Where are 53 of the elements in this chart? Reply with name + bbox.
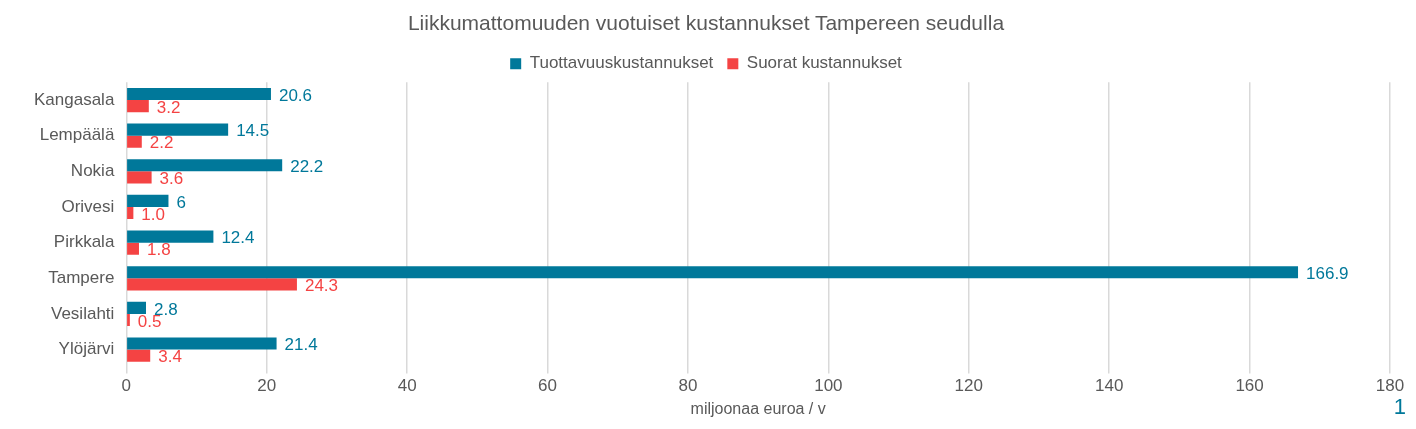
bar bbox=[127, 266, 1299, 279]
bar bbox=[127, 100, 149, 113]
data-label: 3.6 bbox=[159, 169, 184, 189]
bar bbox=[127, 206, 134, 220]
y-tick-label: Kangasala bbox=[34, 89, 115, 109]
x-tick-label: 20 bbox=[257, 376, 277, 396]
data-label: 1.8 bbox=[146, 240, 171, 260]
bar bbox=[127, 230, 214, 243]
bar bbox=[127, 337, 277, 350]
data-label: 24.3 bbox=[304, 276, 339, 296]
bar bbox=[127, 171, 152, 184]
legend-label: Suorat kustannukset bbox=[746, 53, 903, 73]
data-label: 3.4 bbox=[158, 347, 182, 367]
data-label: 3.2 bbox=[156, 97, 181, 117]
bar bbox=[127, 123, 229, 136]
y-tick-label: Pirkkala bbox=[53, 232, 115, 252]
x-tick-label: 100 bbox=[814, 376, 843, 396]
y-tick-label: Nokia bbox=[70, 161, 115, 181]
data-label: 22.2 bbox=[290, 156, 324, 176]
bar bbox=[127, 87, 271, 101]
text: 1 bbox=[1393, 394, 1406, 420]
chart-title: Liikkumattomuuden vuotuiset kustannukset Tampereen seudulla bbox=[407, 11, 1005, 35]
y-tick-label: Orivesi bbox=[61, 196, 115, 216]
data-label: 20.6 bbox=[278, 85, 313, 105]
x-tick-label: 0 bbox=[121, 376, 132, 396]
data-label: 1.0 bbox=[141, 204, 165, 224]
x-axis-title: miljoonaa euroa / v bbox=[690, 399, 826, 417]
legend-label: Tuottavuuskustannukset bbox=[529, 53, 714, 73]
x-tick-label: 160 bbox=[1235, 376, 1264, 396]
y-tick-label: Lempäälä bbox=[39, 125, 115, 145]
y-tick-label: Ylöjärvi bbox=[58, 339, 115, 359]
x-tick-label: 60 bbox=[538, 376, 558, 396]
data-label: 12.4 bbox=[221, 228, 255, 248]
x-tick-label: 180 bbox=[1375, 376, 1405, 396]
bar bbox=[127, 301, 146, 314]
bar bbox=[127, 349, 151, 362]
data-label: 6 bbox=[176, 192, 186, 212]
bar bbox=[127, 135, 142, 148]
x-tick-label: 140 bbox=[1095, 376, 1124, 396]
data-label: 2.2 bbox=[149, 133, 174, 153]
bar bbox=[127, 194, 169, 207]
data-label: 166.9 bbox=[1306, 263, 1349, 283]
x-tick-label: 40 bbox=[397, 376, 417, 396]
x-tick-label: 80 bbox=[678, 376, 698, 396]
data-label: 14.5 bbox=[236, 121, 270, 141]
bar bbox=[127, 278, 297, 291]
bar bbox=[127, 159, 283, 172]
data-label: 21.4 bbox=[284, 335, 318, 355]
bar bbox=[127, 242, 139, 255]
y-tick-label: Vesilahti bbox=[51, 303, 115, 323]
y-tick-label: Tampere bbox=[48, 267, 115, 287]
x-tick-label: 120 bbox=[954, 376, 983, 396]
bar bbox=[127, 313, 130, 327]
